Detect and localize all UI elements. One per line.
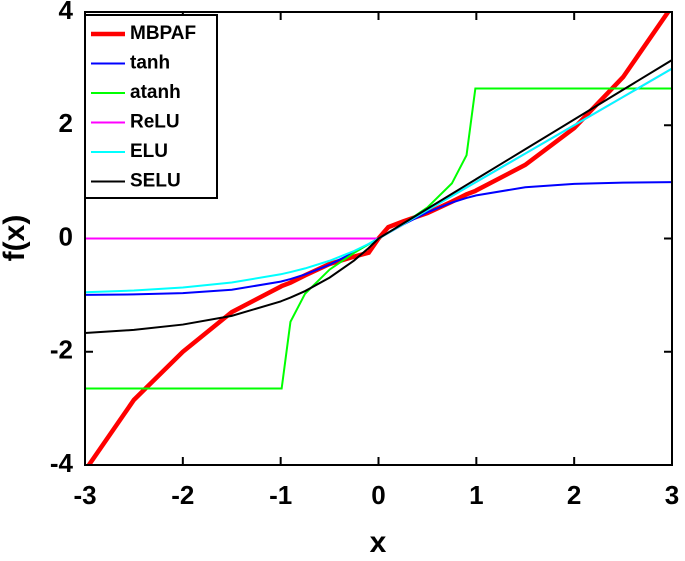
legend-label: MBPAF [130,23,196,44]
legend-label: ELU [130,141,168,162]
x-tick-label: 0 [371,480,385,510]
plot-frame [84,11,673,466]
legend-label: SELU [130,171,181,192]
series-line [85,59,672,335]
y-tick-label: -4 [50,448,74,478]
y-tick-label: -2 [50,335,73,365]
y-tick-label: 0 [59,221,73,251]
legend-label: tanh [130,53,170,74]
legend-label: ReLU [130,112,180,133]
x-tick-label: -1 [269,480,292,510]
x-tick-label: 1 [469,480,483,510]
x-axis-label: x [370,526,387,556]
legend-label: atanh [130,82,181,103]
y-tick-label: 4 [59,0,74,25]
x-tick-label: 3 [665,480,679,510]
legend: MBPAF tanh atanh ReLU ELU SELU [84,14,218,199]
x-tick-label: -3 [73,480,96,510]
plot-lines [85,12,672,465]
x-tick-label: 2 [567,480,581,510]
y-tick-label: 2 [59,108,73,138]
x-tick-label: -2 [171,480,194,510]
y-axis-label: f(x) [0,215,31,262]
legend-box [84,14,218,199]
